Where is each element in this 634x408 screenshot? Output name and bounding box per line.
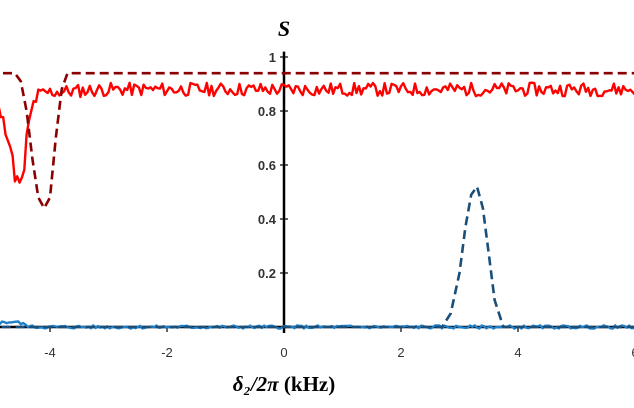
y-axis-label: S <box>278 16 290 41</box>
x-axis-label-main: δ₂/2π <box>233 372 279 396</box>
y-tick-label: 1 <box>269 50 276 65</box>
series-line-2 <box>0 71 634 210</box>
x-tick-label: 2 <box>397 345 404 360</box>
x-tick-label: -4 <box>44 345 56 360</box>
x-axis-label-unit: (kHz) <box>279 372 336 396</box>
series-line-1 <box>0 81 634 184</box>
x-axis-label: δ₂/2π (kHz) <box>233 372 335 396</box>
series-line-4 <box>0 185 634 329</box>
y-tick-label: 0.4 <box>258 212 277 227</box>
y-tick-label: 0.2 <box>258 266 276 281</box>
x-tick-label: 4 <box>514 345 521 360</box>
x-tick-label: 0 <box>280 345 287 360</box>
x-tick-label: -2 <box>161 345 173 360</box>
series-line-3 <box>0 320 634 330</box>
plot-area: -6-4-202460.20.40.60.81 <box>0 50 634 360</box>
y-tick-label: 0.6 <box>258 158 276 173</box>
x-tick-label: 6 <box>631 345 634 360</box>
y-tick-label: 0.8 <box>258 104 276 119</box>
